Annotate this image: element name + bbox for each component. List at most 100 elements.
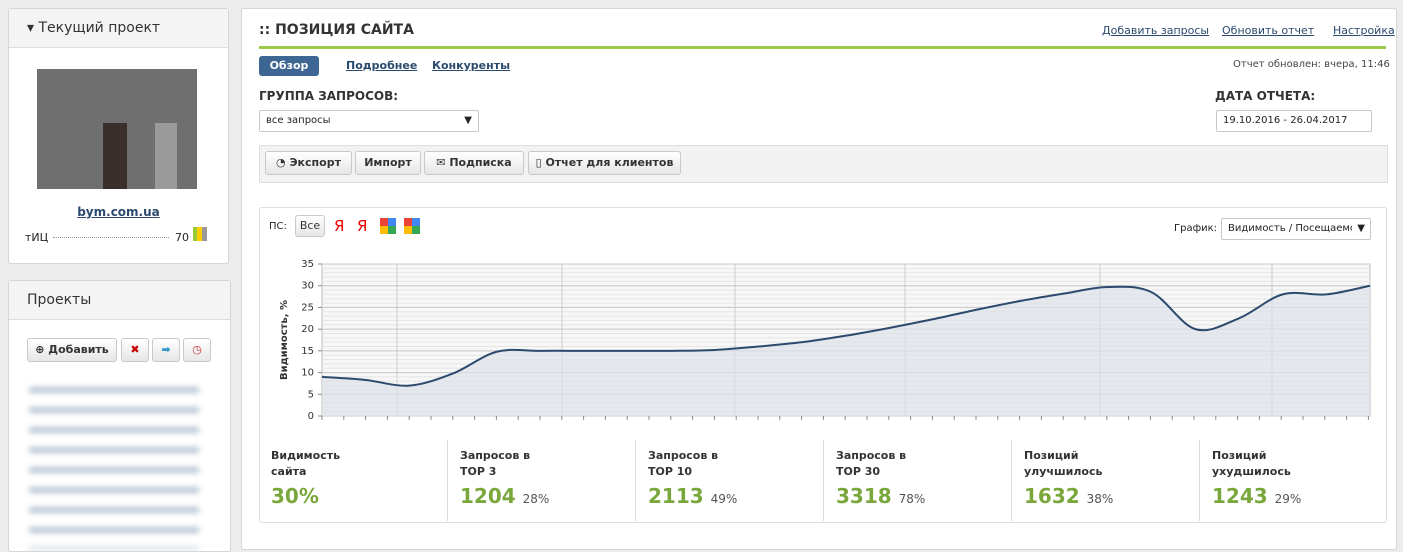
panel-title: Текущий проект xyxy=(38,20,161,36)
label-line: Запросов в xyxy=(836,449,907,462)
stat-label: Запросов в TOP 10 xyxy=(648,448,824,480)
group-label: ГРУППА ЗАПРОСОВ: xyxy=(259,89,399,103)
add-queries-link[interactable]: Добавить запросы xyxy=(1102,24,1210,37)
add-button[interactable]: ⊕ Добавить xyxy=(27,338,117,362)
google-icon[interactable] xyxy=(404,218,420,234)
y-tick-label: 0 xyxy=(308,411,314,422)
label-line: Запросов в xyxy=(648,449,719,462)
stat-label: Запросов в TOP 3 xyxy=(460,448,636,480)
y-axis-label: Видимость, % xyxy=(279,300,290,380)
stat-share: 78% xyxy=(898,492,926,506)
label-line: TOP 10 xyxy=(648,465,693,478)
button-label: Подписка xyxy=(449,156,512,169)
yandex-icon[interactable]: Я xyxy=(334,217,345,235)
stat-card: Запросов в TOP 30 3318 78% xyxy=(823,440,1012,521)
tab-details[interactable]: Подробнее xyxy=(346,59,418,72)
stat-label: Позиций ухудшилось xyxy=(1212,448,1388,480)
archive-button[interactable]: ◷ xyxy=(183,338,211,362)
stat-value: 30% xyxy=(271,484,447,508)
stat-card: Видимость сайта 30% xyxy=(259,440,447,521)
panel-title: Проекты xyxy=(27,292,92,308)
y-tick-label: 35 xyxy=(301,259,314,270)
title-rule xyxy=(259,46,1386,49)
y-tick-label: 10 xyxy=(301,368,314,379)
stat-card: Запросов в TOP 10 2113 49% xyxy=(635,440,824,521)
yandex-icon[interactable]: Я xyxy=(357,217,368,235)
site-link[interactable]: bym.com.ua xyxy=(77,205,160,219)
stat-value: 3318 78% xyxy=(836,484,1012,508)
stat-value: 1243 29% xyxy=(1212,484,1388,508)
stat-label: Позиций улучшилось xyxy=(1024,448,1200,480)
select-value: все запросы xyxy=(266,115,331,126)
label-line: Позиций xyxy=(1024,449,1079,462)
stat-number: 1243 xyxy=(1212,484,1268,508)
stat-number: 3318 xyxy=(836,484,892,508)
stat-card: Позиций улучшилось 1632 38% xyxy=(1011,440,1200,521)
y-tick-label: 5 xyxy=(308,389,314,400)
stat-share: 28% xyxy=(522,492,550,506)
tic-value: 70 xyxy=(175,231,189,244)
button-label: Отчет для клиентов xyxy=(545,156,674,169)
label-line: TOP 30 xyxy=(836,465,881,478)
area xyxy=(322,285,1370,416)
graph-select[interactable]: Видимость / Посещаемс ▼ xyxy=(1221,218,1371,240)
ps-all-button[interactable]: Все xyxy=(295,215,325,237)
stat-label: Видимость сайта xyxy=(271,448,447,480)
date-label: ДАТА ОТЧЕТА: xyxy=(1215,89,1316,103)
ps-label: ПС: xyxy=(269,221,287,232)
tab-competitors[interactable]: Конкуренты xyxy=(432,59,511,72)
button-label: Экспорт xyxy=(289,156,341,169)
google-icon[interactable] xyxy=(380,218,396,234)
updated-note: Отчет обновлен: вчера, 11:46 xyxy=(1233,59,1390,70)
stat-value: 1204 28% xyxy=(460,484,636,508)
stat-number: 1204 xyxy=(460,484,516,508)
stat-value: 2113 49% xyxy=(648,484,824,508)
blurred-project-list xyxy=(29,379,199,549)
refresh-link[interactable]: Обновить отчет xyxy=(1222,24,1315,37)
date-input[interactable]: 19.10.2016 - 26.04.2017 xyxy=(1216,110,1372,132)
site-thumbnail[interactable] xyxy=(37,69,197,189)
client-report-button[interactable]: ▯ Отчет для клиентов xyxy=(528,151,681,175)
stat-share: 49% xyxy=(710,492,738,506)
thumb-door xyxy=(103,123,127,189)
tic-label: тИЦ xyxy=(25,231,49,244)
settings-link[interactable]: Настройка xyxy=(1333,24,1395,37)
y-tick-label: 25 xyxy=(301,302,314,313)
move-button[interactable]: ➡ xyxy=(152,338,180,362)
label-line: TOP 3 xyxy=(460,465,497,478)
group-select[interactable]: все запросы ▼ xyxy=(259,110,479,132)
label-line: улучшилось xyxy=(1024,465,1103,478)
stat-number: 1632 xyxy=(1024,484,1080,508)
stat-card: Запросов в TOP 3 1204 28% xyxy=(447,440,636,521)
stat-share: 29% xyxy=(1274,492,1302,506)
stat-card: Позиций ухудшилось 1243 29% xyxy=(1199,440,1388,521)
current-project-panel: ▾ Текущий проект bym.com.ua тИЦ 70 xyxy=(8,8,229,264)
projects-panel: Проекты ⊕ Добавить ✖ ➡ ◷ xyxy=(8,280,231,552)
stat-share: 38% xyxy=(1086,492,1114,506)
label-line: ухудшилось xyxy=(1212,465,1291,478)
panel-header: Проекты xyxy=(9,281,230,320)
y-tick-label: 30 xyxy=(301,281,314,292)
thumb-door xyxy=(155,123,177,189)
y-tick-label: 15 xyxy=(301,346,314,357)
import-button[interactable]: Импорт xyxy=(355,151,421,175)
line xyxy=(321,284,1371,387)
label-line: Позиций xyxy=(1212,449,1267,462)
stat-value: 1632 38% xyxy=(1024,484,1200,508)
y-tick-label: 20 xyxy=(301,324,314,335)
label-line: Запросов в xyxy=(460,449,531,462)
button-label: Добавить xyxy=(48,343,109,356)
export-button[interactable]: ◔ Экспорт xyxy=(265,151,352,175)
dots xyxy=(53,237,169,238)
graph-label: График: xyxy=(1174,223,1218,234)
tab-overview[interactable]: Обзор xyxy=(259,56,319,76)
label-line: Видимость xyxy=(271,449,341,462)
label-line: сайта xyxy=(271,465,307,478)
stat-number: 30% xyxy=(271,484,319,508)
chart: Видимость, % 0 5 10 15 20 25 30 35 xyxy=(279,259,1371,422)
page-title: :: ПОЗИЦИЯ САЙТА xyxy=(259,22,414,38)
subscribe-button[interactable]: ✉ Подписка xyxy=(424,151,524,175)
tic-icon xyxy=(193,227,207,241)
delete-button[interactable]: ✖ xyxy=(121,338,149,362)
panel-header[interactable]: ▾ Текущий проект xyxy=(9,9,228,48)
